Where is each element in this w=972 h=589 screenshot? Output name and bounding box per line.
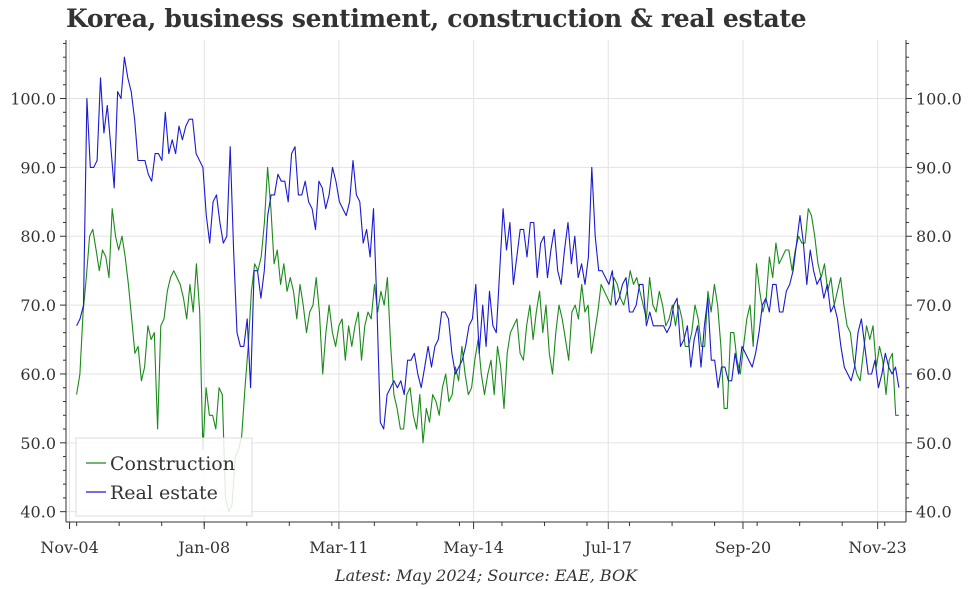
chart-title: Korea, business sentiment, construction … xyxy=(66,4,807,33)
series-lines xyxy=(76,56,900,513)
y-tick-label-right: 60.0 xyxy=(916,365,952,384)
axes: 40.0 40.0 50.0 50.0 60.0 60.0 70.0 70.0 80.0 80.0… xyxy=(10,40,962,557)
x-tick-label: Nov-04 xyxy=(40,538,98,557)
x-tick-label: Jul-17 xyxy=(582,538,632,557)
x-tick-label: Jan-08 xyxy=(176,538,230,557)
y-tick-label-right: 40.0 xyxy=(916,503,952,522)
x-tick-label: Nov-23 xyxy=(848,538,906,557)
x-tick-label: Mar-11 xyxy=(309,538,368,557)
y-tick-label-left: 90.0 xyxy=(20,158,56,177)
y-tick-label-left: 100.0 xyxy=(10,90,56,109)
y-tick-label-right: 50.0 xyxy=(916,434,952,453)
series-line-real-estate xyxy=(76,56,900,430)
legend-label-real-estate: Real estate xyxy=(110,482,218,504)
y-tick-label-left: 40.0 xyxy=(20,503,56,522)
legend-label-construction: Construction xyxy=(110,453,235,475)
y-tick-label-left: 70.0 xyxy=(20,296,56,315)
y-tick-label-right: 80.0 xyxy=(916,227,952,246)
y-tick-label-left: 60.0 xyxy=(20,365,56,384)
legend-box xyxy=(75,437,253,517)
legend: Construction Real estate xyxy=(75,437,253,517)
y-tick-label-right: 90.0 xyxy=(916,158,952,177)
grid-lines xyxy=(66,40,906,522)
source-note: Latest: May 2024; Source: EAE, BOK xyxy=(334,566,638,585)
x-tick-label: Sep-20 xyxy=(715,538,771,557)
x-tick-label: May-14 xyxy=(443,538,504,557)
y-tick-label-right: 100.0 xyxy=(916,90,962,109)
y-tick-label-left: 80.0 xyxy=(20,227,56,246)
y-tick-label-right: 70.0 xyxy=(916,296,952,315)
series-line-construction xyxy=(76,166,899,513)
y-tick-label-left: 50.0 xyxy=(20,434,56,453)
